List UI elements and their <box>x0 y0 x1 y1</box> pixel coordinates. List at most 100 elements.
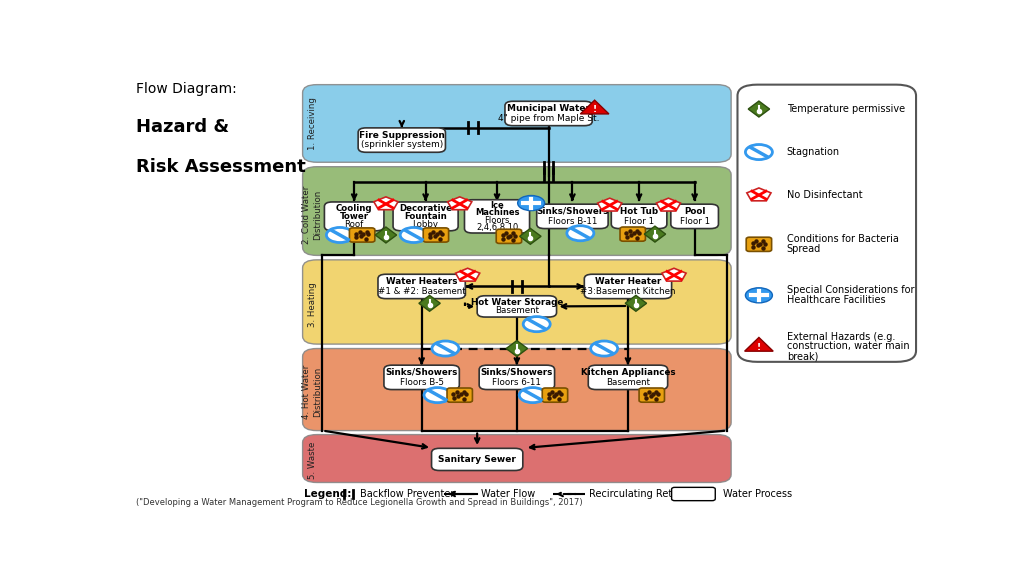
Text: break): break) <box>786 351 818 361</box>
FancyBboxPatch shape <box>671 204 719 229</box>
FancyBboxPatch shape <box>537 204 608 229</box>
Polygon shape <box>456 268 479 281</box>
Text: Floors B-5: Floors B-5 <box>399 378 443 386</box>
Polygon shape <box>519 228 541 244</box>
FancyBboxPatch shape <box>746 237 772 251</box>
Text: Sinks/Showers: Sinks/Showers <box>480 368 553 377</box>
Circle shape <box>523 317 550 332</box>
Text: ("Developing a Water Management Program to Reduce Legionella Growth and Spread i: ("Developing a Water Management Program … <box>136 498 583 507</box>
Polygon shape <box>644 226 666 242</box>
Text: !: ! <box>593 105 597 115</box>
Text: Floor 1: Floor 1 <box>680 217 710 226</box>
FancyBboxPatch shape <box>393 202 458 231</box>
Text: Sinks/Showers: Sinks/Showers <box>537 207 608 216</box>
FancyBboxPatch shape <box>303 260 731 344</box>
Text: Hazard &: Hazard & <box>136 118 229 136</box>
Text: Lobby: Lobby <box>413 220 438 229</box>
FancyBboxPatch shape <box>639 388 665 402</box>
Text: Ice: Ice <box>490 201 504 210</box>
FancyBboxPatch shape <box>505 101 592 126</box>
FancyBboxPatch shape <box>672 487 716 501</box>
Text: Floors 6-11: Floors 6-11 <box>493 378 542 386</box>
Text: 3. Heating: 3. Heating <box>307 282 316 327</box>
Polygon shape <box>506 340 527 357</box>
FancyBboxPatch shape <box>477 295 557 317</box>
Circle shape <box>327 228 353 242</box>
Text: Stagnation: Stagnation <box>786 147 840 157</box>
Text: Pool: Pool <box>684 207 706 216</box>
Circle shape <box>432 341 459 356</box>
Text: Basement: Basement <box>495 306 539 315</box>
Circle shape <box>518 195 545 211</box>
Text: Roof: Roof <box>344 220 364 229</box>
Text: Fire Suppression: Fire Suppression <box>358 131 444 140</box>
FancyBboxPatch shape <box>588 365 668 389</box>
Text: Legend:: Legend: <box>304 489 351 499</box>
Text: construction, water main: construction, water main <box>786 342 909 351</box>
Text: Machines: Machines <box>475 208 519 217</box>
Polygon shape <box>375 227 396 243</box>
Polygon shape <box>581 100 609 114</box>
Text: #3:Basement Kitchen: #3:Basement Kitchen <box>581 287 676 296</box>
FancyBboxPatch shape <box>611 204 667 229</box>
Circle shape <box>424 388 451 403</box>
Text: Floor 1: Floor 1 <box>624 217 654 226</box>
Text: Hot Water Storage: Hot Water Storage <box>471 298 563 306</box>
Text: No Disinfectant: No Disinfectant <box>786 190 862 200</box>
FancyBboxPatch shape <box>497 229 521 244</box>
Circle shape <box>745 145 772 160</box>
Text: Kitchen Appliances: Kitchen Appliances <box>581 368 675 377</box>
Polygon shape <box>374 197 398 210</box>
Text: Temperature permissive: Temperature permissive <box>786 104 905 114</box>
Text: Water Heaters: Water Heaters <box>386 277 458 286</box>
Circle shape <box>567 226 594 241</box>
Text: Decorative: Decorative <box>399 204 453 213</box>
Text: 4. Hot Water
Distribution: 4. Hot Water Distribution <box>302 365 322 419</box>
FancyBboxPatch shape <box>384 365 460 389</box>
FancyBboxPatch shape <box>465 200 529 233</box>
Polygon shape <box>656 198 681 211</box>
Text: Backflow Preventer: Backflow Preventer <box>359 489 454 499</box>
FancyBboxPatch shape <box>431 448 523 471</box>
FancyBboxPatch shape <box>358 128 445 152</box>
Text: Tower: Tower <box>340 212 369 221</box>
Text: Floors B-11: Floors B-11 <box>548 217 597 226</box>
Text: Flow Diagram:: Flow Diagram: <box>136 82 237 96</box>
Text: Sinks/Showers: Sinks/Showers <box>385 368 458 377</box>
Text: Hot Tub: Hot Tub <box>620 207 658 216</box>
FancyBboxPatch shape <box>325 202 384 231</box>
FancyBboxPatch shape <box>585 274 672 298</box>
Text: Floors: Floors <box>484 215 510 225</box>
Polygon shape <box>662 268 686 281</box>
Text: (sprinkler system): (sprinkler system) <box>360 141 443 149</box>
FancyBboxPatch shape <box>543 388 567 402</box>
Text: Municipal Water: Municipal Water <box>507 104 590 113</box>
Text: Cooling: Cooling <box>336 204 373 213</box>
Text: !: ! <box>757 343 761 352</box>
FancyBboxPatch shape <box>479 365 555 389</box>
FancyBboxPatch shape <box>303 434 731 483</box>
Text: Spread: Spread <box>786 244 821 254</box>
FancyBboxPatch shape <box>349 228 375 242</box>
Polygon shape <box>746 188 771 201</box>
Text: 2. Cold Water
Distribution: 2. Cold Water Distribution <box>302 185 322 244</box>
FancyBboxPatch shape <box>303 85 731 162</box>
Circle shape <box>745 288 772 303</box>
Polygon shape <box>598 198 622 211</box>
Circle shape <box>400 228 427 242</box>
Text: Sanitary Sewer: Sanitary Sewer <box>438 455 516 464</box>
Text: 5. Waste: 5. Waste <box>307 442 316 479</box>
Circle shape <box>591 341 617 356</box>
Text: Water Flow: Water Flow <box>481 489 536 499</box>
FancyBboxPatch shape <box>378 274 465 298</box>
Polygon shape <box>744 338 773 351</box>
Text: Risk Assessment: Risk Assessment <box>136 158 306 176</box>
Text: Water Process: Water Process <box>723 489 793 499</box>
Text: Conditions for Bacteria: Conditions for Bacteria <box>786 234 899 244</box>
Circle shape <box>519 388 546 403</box>
Text: Healthcare Facilities: Healthcare Facilities <box>786 295 886 305</box>
FancyBboxPatch shape <box>423 228 449 242</box>
FancyBboxPatch shape <box>303 166 731 255</box>
Text: Fountain: Fountain <box>404 212 446 221</box>
Polygon shape <box>626 295 646 311</box>
